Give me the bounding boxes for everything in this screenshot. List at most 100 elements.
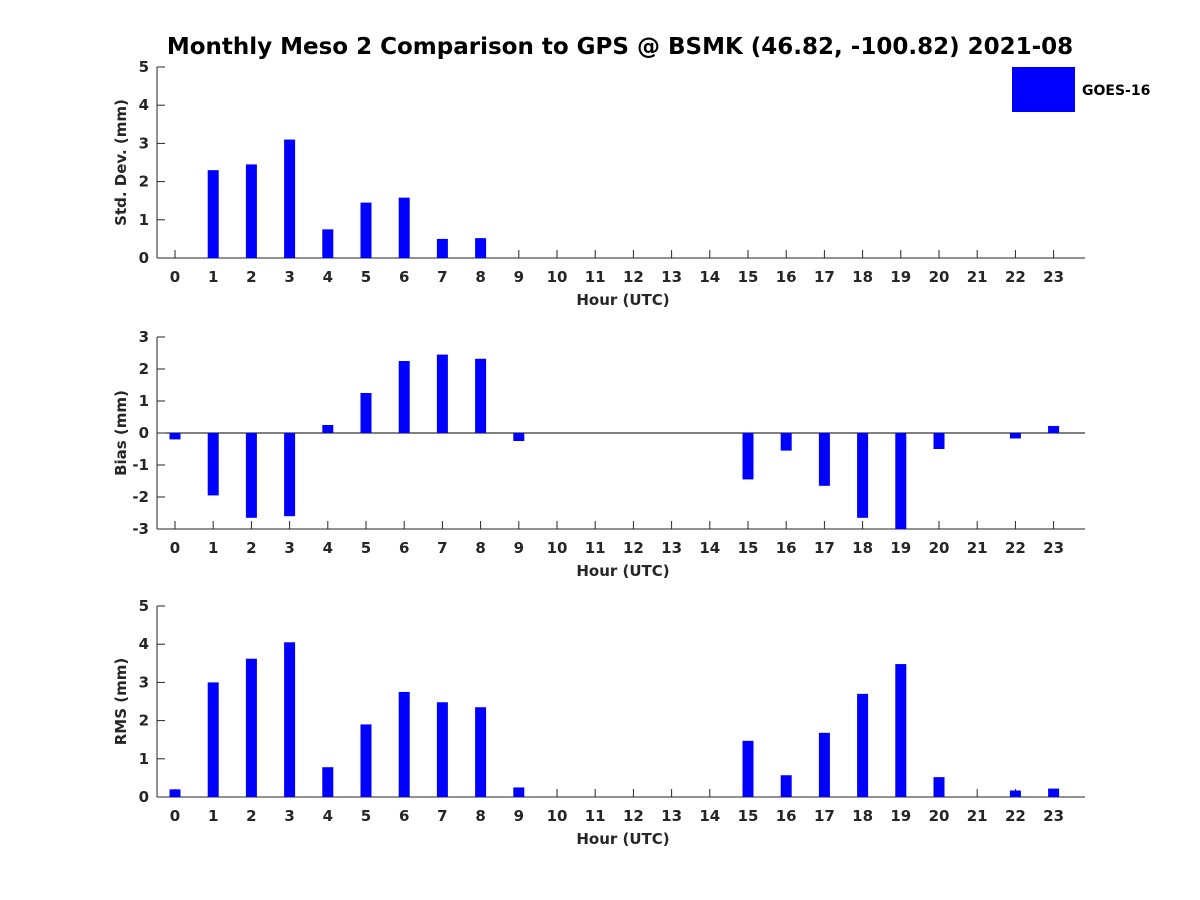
x-tick-label: 6 [399, 539, 409, 557]
bar [1009, 433, 1021, 439]
y-tick-label: 5 [139, 597, 149, 615]
x-tick-label: 4 [323, 268, 333, 286]
bar [436, 354, 448, 433]
y-tick-label: 4 [139, 96, 149, 114]
x-tick-label: 7 [437, 268, 447, 286]
x-tick-label: 10 [547, 807, 568, 825]
legend-label: GOES-16 [1082, 83, 1150, 99]
x-tick-label: 21 [967, 539, 988, 557]
y-tick-label: 2 [139, 173, 149, 191]
bar [895, 433, 907, 529]
x-tick-label: 17 [814, 807, 835, 825]
x-tick-label: 4 [323, 807, 333, 825]
x-tick-label: 19 [890, 268, 911, 286]
x-tick-label: 8 [475, 268, 485, 286]
x-tick-label: 22 [1005, 539, 1026, 557]
bar [284, 139, 296, 258]
x-tick-label: 1 [208, 807, 218, 825]
x-tick-label: 10 [547, 268, 568, 286]
x-tick-label: 8 [475, 539, 485, 557]
bar [780, 433, 792, 451]
y-tick-label: 0 [139, 788, 149, 806]
x-tick-label: 0 [170, 539, 180, 557]
bar [207, 170, 219, 258]
bar [322, 425, 334, 433]
x-axis-label: Hour (UTC) [576, 830, 669, 848]
x-tick-label: 14 [699, 268, 720, 286]
y-tick-label: 4 [139, 635, 149, 653]
y-tick-label: 1 [139, 392, 149, 410]
x-tick-label: 14 [699, 807, 720, 825]
bar [169, 789, 181, 797]
y-tick-label: 0 [139, 424, 149, 442]
x-tick-label: 23 [1043, 539, 1064, 557]
legend-swatch [1012, 67, 1075, 112]
x-tick-label: 15 [738, 539, 759, 557]
y-axis-label: RMS (mm) [112, 658, 130, 745]
x-tick-label: 15 [738, 268, 759, 286]
x-tick-label: 5 [361, 268, 371, 286]
x-axis-label: Hour (UTC) [576, 291, 669, 309]
y-tick-label: -3 [132, 520, 149, 538]
x-tick-label: 2 [246, 268, 256, 286]
x-tick-label: 2 [246, 807, 256, 825]
x-tick-label: 20 [929, 268, 950, 286]
x-tick-label: 2 [246, 539, 256, 557]
bar [475, 358, 487, 433]
x-tick-label: 3 [284, 807, 294, 825]
bar [360, 393, 372, 433]
x-tick-label: 18 [852, 807, 873, 825]
y-tick-label: -1 [132, 456, 149, 474]
bar [360, 202, 372, 258]
bar [1009, 790, 1021, 797]
bar [895, 664, 907, 797]
x-tick-label: 17 [814, 539, 835, 557]
bar [398, 361, 410, 433]
bar [436, 238, 448, 258]
bar [245, 433, 257, 518]
x-tick-label: 21 [967, 268, 988, 286]
bar [169, 433, 181, 440]
bar [742, 740, 754, 797]
bar [933, 433, 945, 449]
x-tick-label: 20 [929, 539, 950, 557]
bar [475, 707, 487, 797]
figure-title: Monthly Meso 2 Comparison to GPS @ BSMK … [167, 34, 1073, 60]
x-tick-label: 4 [323, 539, 333, 557]
x-tick-label: 1 [208, 539, 218, 557]
x-tick-label: 12 [623, 268, 644, 286]
bar [207, 433, 219, 496]
x-tick-label: 0 [170, 807, 180, 825]
x-tick-label: 12 [623, 539, 644, 557]
x-tick-label: 6 [399, 807, 409, 825]
x-tick-label: 19 [890, 539, 911, 557]
bar [818, 433, 830, 486]
y-tick-label: 5 [139, 58, 149, 76]
bar [284, 433, 296, 517]
x-tick-label: 13 [661, 268, 682, 286]
bar [436, 702, 448, 797]
y-axis-label: Bias (mm) [112, 390, 130, 476]
x-tick-label: 22 [1005, 807, 1026, 825]
bar [398, 691, 410, 797]
bar [742, 433, 754, 480]
x-tick-label: 11 [585, 268, 606, 286]
y-tick-label: 2 [139, 712, 149, 730]
x-tick-label: 6 [399, 268, 409, 286]
y-tick-label: 1 [139, 750, 149, 768]
y-tick-label: 3 [139, 673, 149, 691]
bar [857, 433, 869, 518]
y-tick-label: -2 [132, 488, 149, 506]
x-tick-label: 9 [514, 268, 524, 286]
bar [1048, 425, 1060, 433]
legend: GOES-16 [1012, 67, 1150, 112]
bar [207, 682, 219, 797]
x-tick-label: 15 [738, 807, 759, 825]
x-tick-label: 3 [284, 539, 294, 557]
x-tick-label: 13 [661, 807, 682, 825]
x-tick-label: 22 [1005, 268, 1026, 286]
